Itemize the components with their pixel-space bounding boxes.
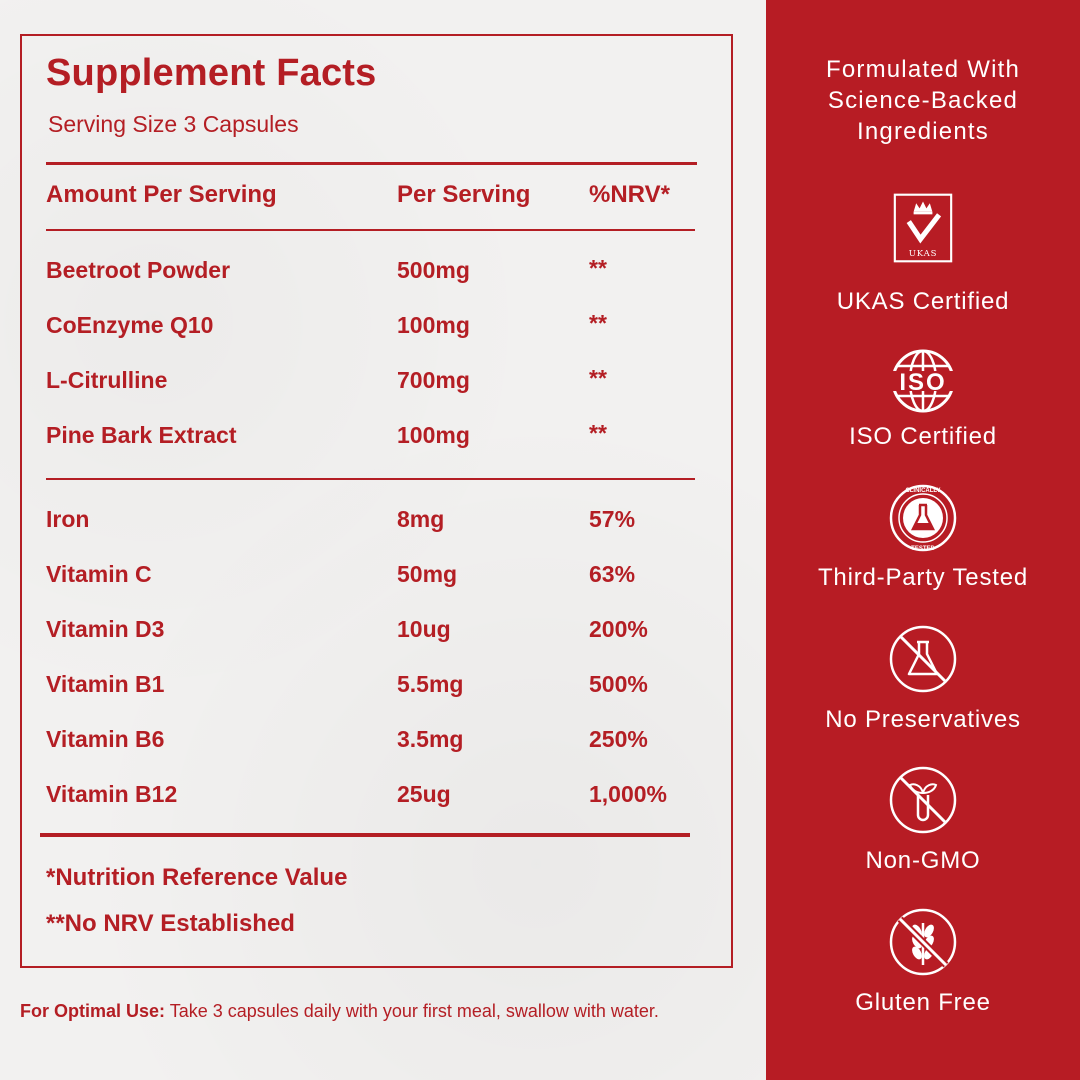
header-nrv: %NRV*: [589, 181, 670, 208]
ingredient-nrv: 500%: [589, 671, 648, 697]
badge-label-non-gmo: Non-GMO: [865, 847, 981, 874]
ukas-crown-check-icon: UKAS: [893, 193, 953, 263]
divider-header: [46, 229, 695, 231]
ingredient-amount: 25ug: [397, 781, 451, 807]
ingredient-amount: 10ug: [397, 616, 451, 642]
ingredient-amount: 50mg: [397, 561, 458, 587]
header-amount-per-serving: Amount Per Serving: [46, 181, 277, 208]
ingredient-nrv: 1,000%: [589, 781, 668, 807]
badge-label-gluten-free: Gluten Free: [855, 989, 991, 1016]
ingredient-nrv: 57%: [589, 506, 636, 532]
ingredient-nrv: **: [589, 255, 607, 281]
badge-label-iso: ISO Certified: [849, 423, 997, 450]
clinically-icon-text: CLINICALLY: [905, 488, 940, 494]
divider-middle: [46, 478, 695, 480]
ingredient-name: Vitamin B6: [46, 726, 165, 752]
usage-text: Take 3 capsules daily with your first me…: [169, 1001, 659, 1021]
ukas-icon-text: UKAS: [909, 249, 938, 259]
clinically-tested-flask-icon: CLINICALLY TESTED: [889, 484, 957, 552]
ingredient-name: Iron: [46, 506, 90, 532]
serving-size: Serving Size 3 Capsules: [48, 111, 299, 137]
ingredient-nrv: 63%: [589, 561, 636, 587]
ingredient-name: CoEnzyme Q10: [46, 312, 214, 338]
ingredient-nrv: **: [589, 365, 607, 391]
footnote-no-nrv: **No NRV Established: [46, 910, 295, 937]
panel-title: Formulated With Science-Backed Ingredien…: [766, 54, 1080, 147]
panel-title-line: Ingredients: [857, 118, 989, 145]
divider-bottom: [40, 833, 690, 837]
supplement-facts-panel: [20, 34, 733, 968]
panel-title-line: Science-Backed: [827, 87, 1019, 114]
ingredient-amount: 3.5mg: [397, 726, 464, 752]
usage-label: For Optimal Use:: [20, 1001, 166, 1021]
non-gmo-icon: [889, 766, 957, 834]
ingredient-amount: 100mg: [397, 422, 470, 448]
ingredient-name: Vitamin B12: [46, 781, 178, 807]
benefits-panel: Formulated With Science-Backed Ingredien…: [766, 0, 1080, 1080]
usage-instructions: For Optimal Use: Take 3 capsules daily w…: [20, 998, 720, 1025]
ingredient-amount: 8mg: [397, 506, 445, 532]
ingredient-amount: 500mg: [397, 257, 470, 283]
ingredient-name: Vitamin D3: [46, 616, 165, 642]
ingredient-amount: 100mg: [397, 312, 470, 338]
no-preservatives-flask-icon: [889, 625, 957, 693]
tested-icon-text: TESTED: [911, 546, 935, 552]
iso-icon-text: ISO: [899, 369, 946, 396]
panel-title-line: Formulated With: [825, 56, 1021, 83]
facts-title: Supplement Facts: [46, 52, 377, 94]
gluten-free-wheat-icon: [889, 908, 957, 976]
ingredient-amount: 5.5mg: [397, 671, 464, 697]
ingredient-nrv: **: [589, 310, 607, 336]
header-per-serving: Per Serving: [397, 181, 531, 208]
footnote-nrv: *Nutrition Reference Value: [46, 864, 348, 891]
ingredient-nrv: 250%: [589, 726, 648, 752]
ingredient-name: Vitamin B1: [46, 671, 165, 697]
badge-label-third-party: Third-Party Tested: [817, 564, 1029, 591]
ingredient-name: L-Citrulline: [46, 367, 168, 393]
label-background: [0, 0, 766, 1080]
ingredient-nrv: 200%: [589, 616, 648, 642]
badge-label-no-preservatives: No Preservatives: [825, 706, 1021, 733]
badge-label-ukas: UKAS Certified: [836, 288, 1010, 315]
ingredient-nrv: **: [589, 420, 607, 446]
ingredient-name: Pine Bark Extract: [46, 422, 237, 448]
ingredient-name: Beetroot Powder: [46, 257, 231, 283]
ingredient-amount: 700mg: [397, 367, 470, 393]
divider-top: [46, 162, 697, 165]
iso-globe-icon: ISO: [888, 349, 958, 413]
ingredient-name: Vitamin C: [46, 561, 152, 587]
